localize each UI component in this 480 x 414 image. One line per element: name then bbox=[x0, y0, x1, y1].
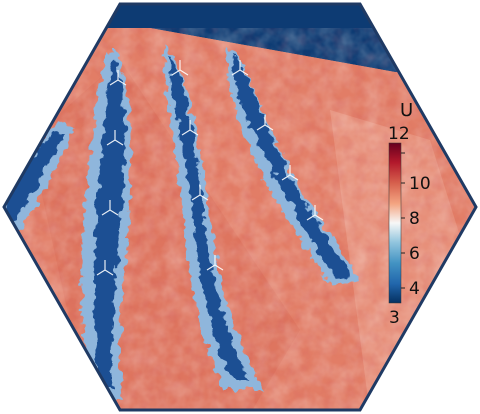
rotor-icon bbox=[106, 130, 124, 146]
rotor-icon bbox=[206, 255, 224, 271]
wake-region bbox=[4, 120, 75, 250]
rotor-icon bbox=[101, 200, 119, 216]
rotor-icon bbox=[109, 70, 127, 86]
wake-layer bbox=[4, 45, 360, 400]
rotor-icon bbox=[306, 205, 324, 221]
wake-region bbox=[226, 45, 360, 285]
rotor-icon bbox=[181, 120, 199, 136]
rotor-icon bbox=[256, 115, 274, 131]
rotor-icon bbox=[191, 185, 209, 201]
wake-region bbox=[94, 60, 125, 390]
turbine-rotors bbox=[96, 60, 324, 276]
colorbar-tick-label: 6 bbox=[409, 244, 420, 264]
colorbar-title: U bbox=[400, 100, 413, 121]
wake-region bbox=[4, 130, 65, 230]
colorbar-tick-label: 8 bbox=[409, 209, 420, 229]
wake-region bbox=[169, 55, 250, 380]
colorbar: U 12 10 8 6 4 3 bbox=[388, 100, 431, 328]
rotor-icon bbox=[231, 60, 249, 76]
colorbar-tick-label: 10 bbox=[409, 174, 431, 194]
colorbar-tick-label: 12 bbox=[388, 124, 410, 144]
colorbar-gradient bbox=[388, 142, 402, 304]
rotor-icon bbox=[281, 165, 299, 181]
rotor-icon bbox=[96, 260, 114, 276]
rotor-icon bbox=[171, 60, 189, 76]
wake-region bbox=[232, 55, 350, 278]
colorbar-tick-label: 3 bbox=[389, 308, 400, 328]
colorbar-tick-label: 4 bbox=[409, 279, 420, 299]
